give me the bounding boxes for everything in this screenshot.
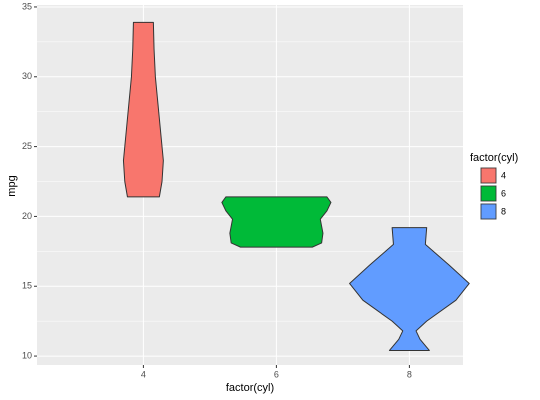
y-tick-label: 20 [22,211,32,221]
y-tick-label: 10 [22,350,32,360]
x-tick-label: 4 [141,369,146,379]
violin [349,227,470,351]
y-tick-label: 30 [22,71,32,81]
legend-label: 6 [501,188,506,198]
legend-key [480,185,497,202]
legend-label: 4 [501,170,506,180]
y-tick-label: 15 [22,281,32,291]
y-tick-label: 35 [22,1,32,11]
y-tick-label: 25 [22,141,32,151]
y-axis-label: mpg [6,175,18,196]
legend-title: factor(cyl) [470,152,518,164]
x-tick-label: 8 [407,369,412,379]
legend-key [480,167,497,184]
legend-label: 8 [501,206,506,216]
legend-key [480,203,497,220]
violin [221,196,332,248]
violin [122,21,164,198]
x-axis-label: factor(cyl) [226,382,274,394]
x-tick-label: 6 [274,369,279,379]
